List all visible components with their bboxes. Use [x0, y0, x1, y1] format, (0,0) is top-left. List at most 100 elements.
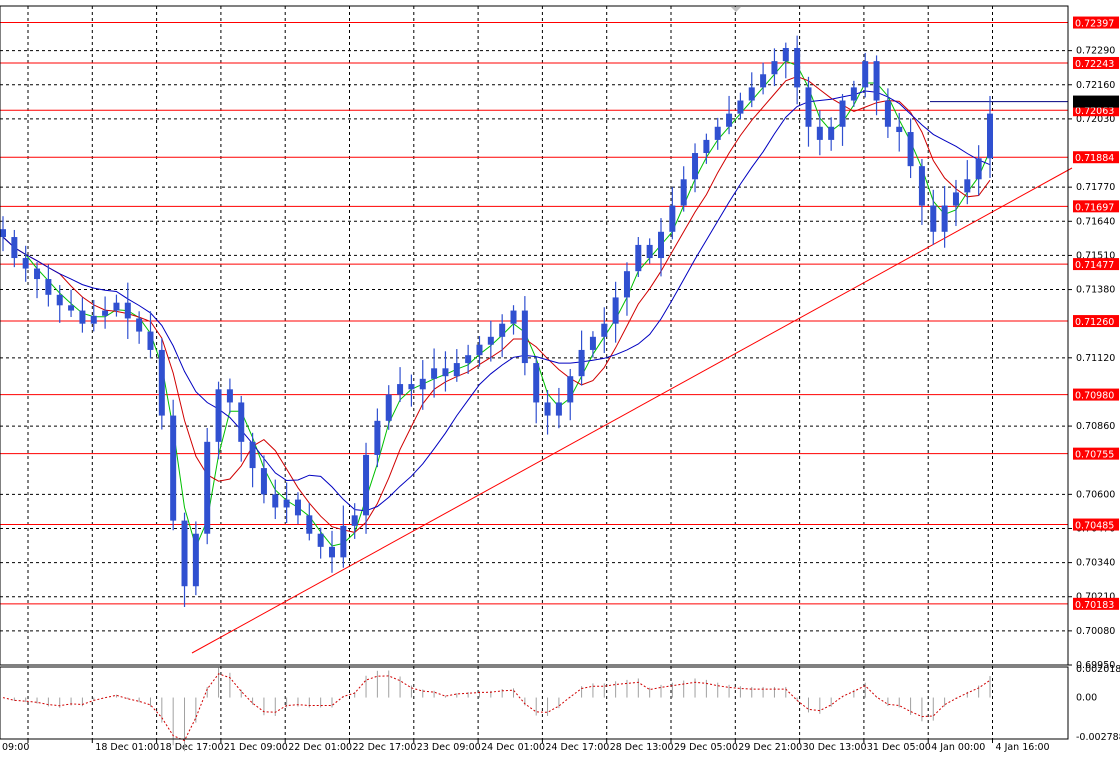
candle-body [658, 231, 664, 259]
candle-body [589, 336, 596, 350]
candle-body [499, 323, 506, 337]
candle-body [476, 344, 483, 356]
level-label: 0.71477 [1075, 260, 1114, 271]
candle-body [294, 499, 301, 516]
candle-body [465, 355, 472, 364]
candle-body [11, 237, 18, 259]
candle-body [612, 297, 619, 324]
time-label: 31 Dec 05:00 [867, 742, 931, 753]
time-label: 24 Dec 17:00 [545, 742, 609, 753]
level-label-box [1073, 388, 1119, 401]
price-tick-label: 0.70340 [1076, 558, 1115, 569]
candle-body [363, 454, 370, 516]
candle-body [351, 515, 358, 526]
candle-body [567, 376, 574, 403]
candle-body [737, 100, 744, 114]
level-label-box [1073, 315, 1119, 328]
candle-body [215, 389, 222, 442]
candle-body [941, 205, 948, 232]
price-tick-label: 0.70860 [1076, 421, 1115, 432]
osc-tick-label: -0.002788 [1076, 732, 1120, 743]
candle-body [442, 368, 449, 377]
candle-body [544, 402, 551, 416]
level-label: 0.71697 [1075, 202, 1114, 213]
candle-body [964, 179, 971, 193]
candle-body [170, 415, 177, 521]
price-tick-label: 0.70080 [1076, 626, 1115, 637]
level-label: 0.72243 [1075, 59, 1114, 70]
candle-body [930, 205, 937, 232]
current-price-box [1073, 95, 1119, 108]
main-panel-frame [0, 5, 1069, 666]
level-label-box [1073, 16, 1119, 29]
candle-body [419, 378, 426, 390]
candle-body [635, 244, 642, 272]
candle-body [283, 499, 290, 508]
candle-body [533, 363, 540, 403]
level-label: 0.72397 [1075, 19, 1114, 30]
candle-body [896, 126, 903, 133]
price-tick-label: 0.70210 [1076, 592, 1115, 603]
osc-tick-label: 0.00 [1076, 693, 1097, 704]
time-label: 18 Dec 01:00 [95, 742, 159, 753]
ma-fast-line [2, 60, 991, 549]
candle-body [703, 139, 710, 154]
price-tick-label: 0.71640 [1076, 216, 1115, 227]
candle-body [873, 61, 880, 101]
candle-body [726, 113, 733, 127]
price-tick-label: 0.70600 [1076, 489, 1115, 500]
price-tick-label: 0.71510 [1076, 250, 1115, 261]
candle-body [90, 315, 97, 324]
candle-body [249, 441, 256, 469]
candle-body [340, 525, 347, 558]
level-label-box [1073, 151, 1119, 164]
time-label: 21 Dec 09:00 [224, 742, 288, 753]
price-tick-label: 0.72290 [1076, 46, 1115, 57]
candle-body [794, 48, 801, 88]
price-tick-label: 0.72030 [1076, 114, 1115, 125]
candle-body [238, 402, 245, 442]
time-label: 29 Dec 05:00 [674, 742, 738, 753]
candle-body [22, 258, 29, 269]
price-tick-label: 0.72160 [1076, 80, 1115, 91]
candle-body [453, 363, 460, 377]
candle-body [680, 179, 687, 206]
candle-body [828, 126, 835, 140]
shift-marker-icon[interactable] [731, 7, 741, 12]
oscillator-panel-frame [0, 666, 1069, 740]
price-tick-label: 0.71770 [1076, 182, 1115, 193]
time-label: 23 Dec 09:00 [417, 742, 481, 753]
candle-body [952, 192, 959, 206]
candle-body [862, 61, 869, 88]
candle-body [884, 100, 891, 127]
candle-body [181, 520, 188, 587]
candle-body [102, 310, 109, 316]
candle-body [397, 384, 404, 395]
candle-body [623, 271, 630, 298]
candle-body [669, 205, 676, 232]
ma-slow-line [2, 90, 991, 512]
level-label-box [1073, 200, 1119, 213]
price-axis: 0.72290 0.72160 0.72030 0.71770 0.71640 0.715… [1068, 16, 1119, 671]
candle-body [79, 310, 86, 324]
time-label: 22 Dec 17:00 [353, 742, 417, 753]
candle-body [816, 126, 823, 140]
candle-body [56, 294, 63, 306]
candle-body [408, 384, 415, 390]
time-label: 18 Dec 17:00 [160, 742, 224, 753]
osc-tick-label: 0.002018 [1076, 664, 1120, 675]
candle-body [317, 533, 324, 547]
candle-body [839, 100, 846, 127]
time-label: 29 Dec 21:00 [738, 742, 802, 753]
candle-body [204, 441, 211, 534]
price-tick-label: 0.69950 [1076, 660, 1115, 671]
candle-body [487, 336, 494, 345]
candle-body [805, 87, 812, 127]
time-label: 28 Dec 13:00 [610, 742, 674, 753]
candle-body [158, 349, 165, 416]
candle-body [136, 318, 143, 332]
candle-body [555, 402, 562, 416]
time-label: 30 Dec 13:00 [803, 742, 867, 753]
candle-body [975, 158, 982, 180]
